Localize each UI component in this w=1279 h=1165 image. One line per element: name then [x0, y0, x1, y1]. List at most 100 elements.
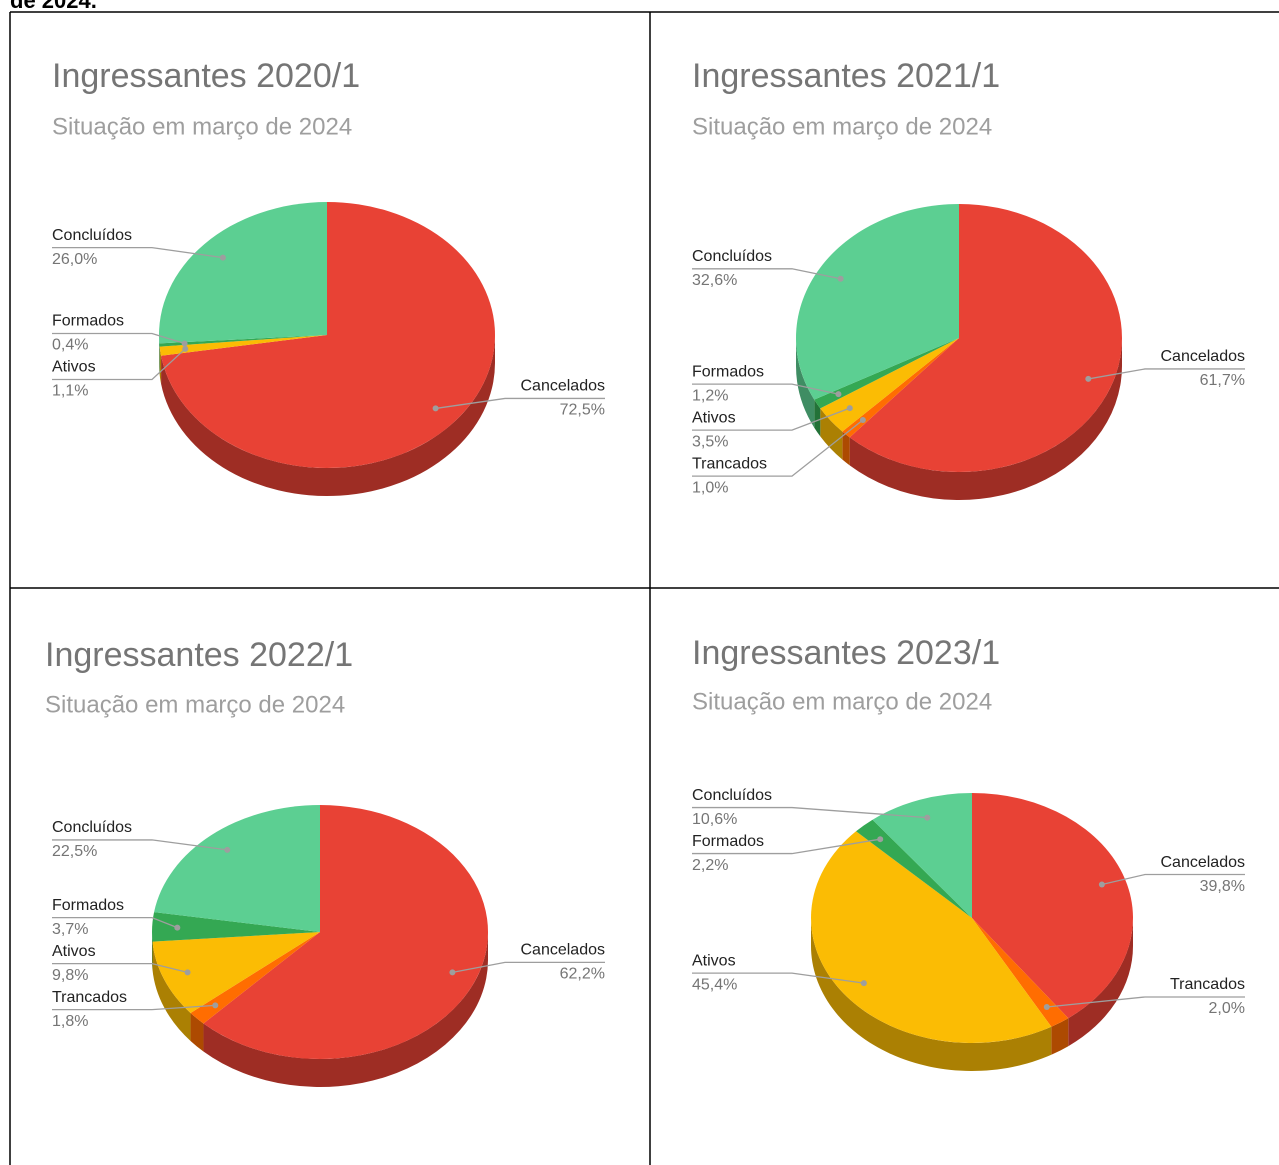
legend-label: Formados — [692, 833, 764, 850]
legend-label: Ativos — [52, 943, 96, 960]
legend-label: Cancelados — [1161, 348, 1246, 365]
leader-line — [692, 268, 841, 280]
value-label: 45,4% — [692, 976, 737, 993]
slice-side — [1051, 1018, 1069, 1055]
heading: de 2024. — [10, 0, 97, 13]
leader-dot — [184, 969, 191, 976]
value-label: 72,5% — [560, 402, 605, 419]
slice — [152, 932, 320, 1013]
leader-dot — [835, 391, 842, 398]
chart-title: Ingressantes 2021/1 — [692, 57, 1000, 95]
value-label: 1,2% — [692, 387, 728, 404]
value-label: 1,1% — [52, 383, 88, 400]
value-label: 3,7% — [52, 921, 88, 938]
leader-dot — [1085, 375, 1092, 382]
legend-label: Trancados — [1170, 976, 1245, 993]
legend-label: Cancelados — [521, 378, 606, 395]
value-label: 39,8% — [1200, 878, 1245, 895]
slice-side — [1068, 918, 1133, 1047]
pie — [152, 805, 489, 1088]
leader-dot — [174, 924, 181, 931]
legend-label: Ativos — [692, 952, 736, 969]
leader-dot — [181, 340, 188, 347]
legend-label: Concluídos — [692, 787, 772, 804]
slice — [849, 204, 1122, 472]
leader-dot — [837, 275, 844, 282]
leader-dot — [212, 1002, 219, 1009]
slice-side — [796, 338, 815, 428]
slice-side — [152, 941, 191, 1041]
legend-label: Concluídos — [52, 819, 132, 836]
table-grid — [9, 11, 1279, 1165]
value-label: 3,5% — [692, 433, 728, 450]
slice — [972, 918, 1069, 1027]
leader-line — [435, 397, 605, 410]
legend-label: Formados — [52, 313, 124, 330]
slice — [190, 932, 320, 1024]
slice — [811, 831, 1052, 1043]
value-label: 32,6% — [692, 272, 737, 289]
slice — [152, 912, 320, 942]
leader-line — [692, 407, 851, 431]
leader-line — [52, 246, 223, 259]
leader-dot — [1043, 1003, 1050, 1010]
legend-label: Cancelados — [1161, 854, 1246, 871]
slice — [814, 338, 959, 409]
leader-dot — [432, 405, 439, 412]
leader-dot — [860, 980, 867, 987]
chart-title: Ingressantes 2023/1 — [692, 634, 1000, 672]
value-label: 9,8% — [52, 967, 88, 984]
slice-side — [203, 932, 488, 1088]
leader-dot — [846, 405, 853, 412]
value-label: 2,0% — [1209, 1000, 1245, 1017]
pie — [159, 202, 496, 496]
value-label: 2,2% — [692, 857, 728, 874]
slice-side — [190, 1012, 204, 1052]
leader-line — [692, 806, 928, 819]
leader-dot — [224, 846, 231, 853]
leader-line — [52, 332, 185, 345]
legend-label: Ativos — [52, 359, 96, 376]
leader-line — [692, 838, 881, 855]
value-label: 26,0% — [52, 251, 97, 268]
value-label: 10,6% — [692, 811, 737, 828]
slice-side — [161, 335, 495, 496]
slice — [820, 338, 959, 432]
leader-dot — [924, 814, 931, 821]
leader-line — [692, 383, 839, 395]
slice — [796, 204, 959, 400]
legend-label: Concluídos — [692, 248, 772, 265]
chart-title: Ingressantes 2020/1 — [52, 57, 360, 95]
slice — [203, 805, 489, 1060]
legend-label: Formados — [692, 363, 764, 380]
pie — [796, 204, 1122, 500]
value-label: 22,5% — [52, 843, 97, 860]
leader-line — [692, 972, 864, 984]
legend-label: Trancados — [52, 989, 127, 1006]
slice — [856, 819, 972, 918]
legend-label: Trancados — [692, 455, 767, 472]
legend-label: Ativos — [692, 409, 736, 426]
chart-subtitle: Situação em março de 2024 — [52, 113, 352, 140]
leader-dot — [1098, 881, 1105, 888]
leader-line — [1101, 873, 1245, 886]
leader-line — [452, 961, 605, 974]
leader-line — [692, 419, 864, 477]
chart-subtitle: Situação em março de 2024 — [45, 691, 345, 718]
slice-side — [820, 408, 843, 460]
leader-line — [52, 839, 228, 851]
pie — [811, 793, 1133, 1071]
leader-line — [52, 348, 186, 381]
slice — [159, 335, 327, 356]
leader-dot — [859, 417, 866, 424]
slice — [972, 793, 1133, 1019]
leader-dot — [182, 345, 189, 352]
slice — [154, 805, 320, 932]
slice — [842, 338, 959, 438]
value-label: 61,7% — [1200, 372, 1245, 389]
leader-line — [52, 1004, 216, 1011]
legend-label: Concluídos — [52, 227, 132, 244]
chart-title: Ingressantes 2022/1 — [45, 636, 353, 674]
leader-line — [1046, 996, 1245, 1008]
